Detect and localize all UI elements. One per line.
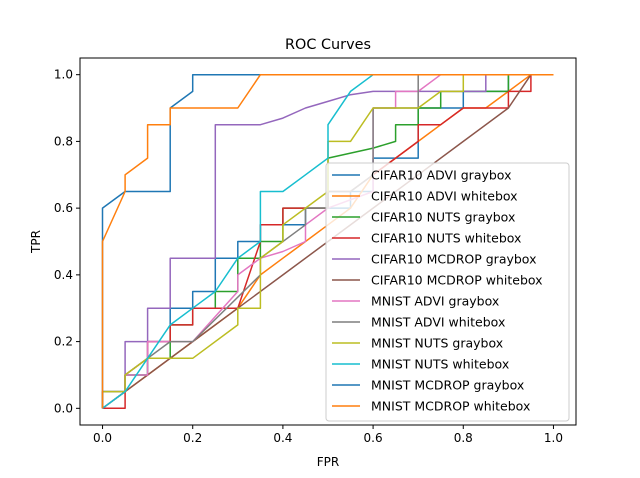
series-line-11 (101, 73, 554, 409)
legend-label-10: MNIST MCDROP graybox (371, 378, 524, 393)
legend-label-4: CIFAR10 MCDROP graybox (371, 252, 536, 267)
x-tick-label-1: 0.2 (183, 431, 202, 445)
y-axis-label: TPR (29, 230, 43, 254)
series-line-10 (101, 73, 554, 409)
legend-box (325, 162, 570, 422)
series-line-9 (102, 73, 554, 409)
x-axis-ticks: 0.0 0.2 0.4 0.6 0.8 1.0 (93, 425, 563, 445)
x-axis-label: FPR (317, 455, 339, 469)
legend-label-1: CIFAR10 ADVI whitebox (371, 189, 518, 204)
x-tick-label-0: 0.0 (93, 431, 112, 445)
legend-label-3: CIFAR10 NUTS whitebox (371, 231, 521, 246)
series-line-4 (101, 73, 554, 409)
plot-area-frame (79, 57, 577, 426)
legend-label-9: MNIST NUTS whitebox (371, 357, 509, 372)
x-tick-label-3: 0.6 (364, 431, 383, 445)
x-tick-label-5: 1.0 (544, 431, 563, 445)
y-tick-label-1: 0.2 (54, 335, 73, 349)
y-axis-ticks: 0.0 0.2 0.4 0.6 0.8 1.0 (54, 68, 80, 415)
series-line-6 (102, 73, 554, 409)
x-tick-label-2: 0.4 (273, 431, 292, 445)
legend-label-8: MNIST NUTS graybox (371, 336, 503, 351)
legend-label-2: CIFAR10 NUTS graybox (371, 210, 515, 225)
legend-label-0: CIFAR10 ADVI graybox (371, 168, 511, 183)
legend-label-5: CIFAR10 MCDROP whitebox (371, 273, 543, 288)
legend-label-11: MNIST MCDROP whitebox (371, 399, 530, 414)
x-tick-label-4: 0.8 (454, 431, 473, 445)
chart-title: ROC Curves (285, 37, 371, 53)
legend-label-6: MNIST ADVI graybox (371, 294, 499, 309)
y-tick-label-2: 0.4 (54, 268, 73, 282)
series-line-8 (101, 73, 554, 409)
y-tick-label-0: 0.0 (54, 401, 73, 415)
legend: CIFAR10 ADVI graybox CIFAR10 ADVI whitebo… (325, 162, 570, 422)
y-tick-label-3: 0.6 (54, 201, 73, 215)
legend-label-7: MNIST ADVI whitebox (371, 315, 505, 330)
y-tick-label-4: 0.8 (54, 134, 73, 148)
y-tick-label-5: 1.0 (54, 68, 73, 82)
